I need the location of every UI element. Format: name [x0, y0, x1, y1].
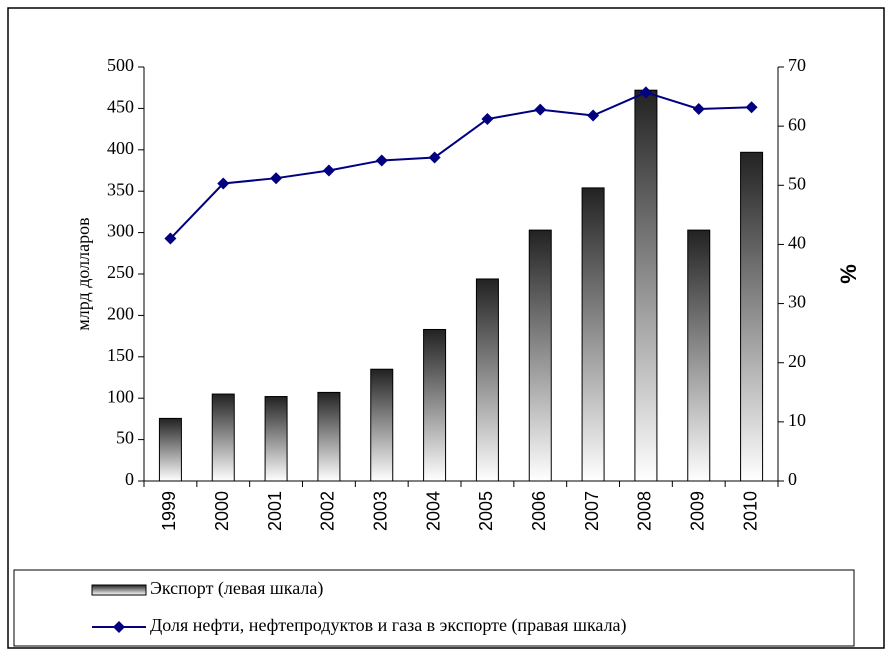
bar — [687, 229, 711, 482]
marker — [164, 232, 177, 245]
bar — [264, 396, 288, 482]
y-tick-label: 350 — [107, 179, 134, 199]
legend-marker — [113, 621, 125, 633]
x-tick-label: 2009 — [688, 491, 708, 531]
marker — [270, 172, 283, 185]
bar — [211, 393, 235, 482]
y2-tick-label: 60 — [788, 114, 806, 134]
x-tick-label: 1999 — [159, 491, 179, 531]
marker — [587, 109, 600, 122]
y-tick-label: 200 — [107, 304, 134, 324]
y2-tick-label: 10 — [788, 410, 806, 430]
x-tick-label: 2004 — [423, 491, 443, 531]
legend-label: Доля нефти, нефтепродуктов и газа в эксп… — [150, 615, 627, 636]
marker — [481, 113, 494, 126]
bar — [581, 187, 605, 482]
bar — [740, 151, 764, 482]
marker — [217, 177, 230, 190]
marker — [639, 86, 652, 99]
y2-tick-label: 20 — [788, 351, 806, 371]
bar — [475, 278, 499, 482]
y-tick-label: 450 — [107, 97, 134, 117]
marker — [322, 164, 335, 177]
x-tick-label: 2008 — [635, 491, 655, 531]
marker — [692, 102, 705, 115]
y-tick-label: 500 — [107, 55, 134, 75]
legend-box — [13, 569, 855, 647]
y2-tick-label: 30 — [788, 292, 806, 312]
legend-swatch — [91, 584, 147, 596]
y-tick-label: 250 — [107, 262, 134, 282]
bar — [528, 229, 552, 482]
marker — [534, 103, 547, 116]
line — [169, 91, 752, 240]
marker — [428, 151, 441, 164]
y-tick-label: 0 — [125, 469, 134, 489]
bar — [317, 391, 341, 482]
x-tick-label: 2006 — [529, 491, 549, 531]
y2-tick-label: 40 — [788, 233, 806, 253]
legend-label: Экспорт (левая шкала) — [150, 578, 323, 599]
y-tick-label: 400 — [107, 138, 134, 158]
y2-tick-label: 70 — [788, 55, 806, 75]
x-tick-label: 2001 — [265, 491, 285, 531]
frame — [7, 7, 885, 649]
y-tick-label: 50 — [116, 428, 134, 448]
bar — [370, 368, 394, 482]
y-axis-label: млрд долларов — [73, 217, 93, 330]
marker — [745, 101, 758, 114]
y-tick-label: 100 — [107, 386, 134, 406]
x-tick-label: 2005 — [476, 491, 496, 531]
y2-axis-label: % — [836, 264, 861, 284]
bar — [634, 89, 658, 482]
bar — [423, 328, 447, 482]
x-tick-label: 2010 — [740, 491, 760, 531]
y-tick-label: 150 — [107, 345, 134, 365]
x-tick-label: 2002 — [318, 491, 338, 531]
y-tick-label: 300 — [107, 221, 134, 241]
y2-tick-label: 50 — [788, 173, 806, 193]
bar — [158, 417, 182, 482]
x-tick-label: 2000 — [212, 491, 232, 531]
y2-tick-label: 0 — [788, 469, 797, 489]
x-tick-label: 2003 — [371, 491, 391, 531]
x-tick-label: 2007 — [582, 491, 602, 531]
marker — [375, 154, 388, 167]
